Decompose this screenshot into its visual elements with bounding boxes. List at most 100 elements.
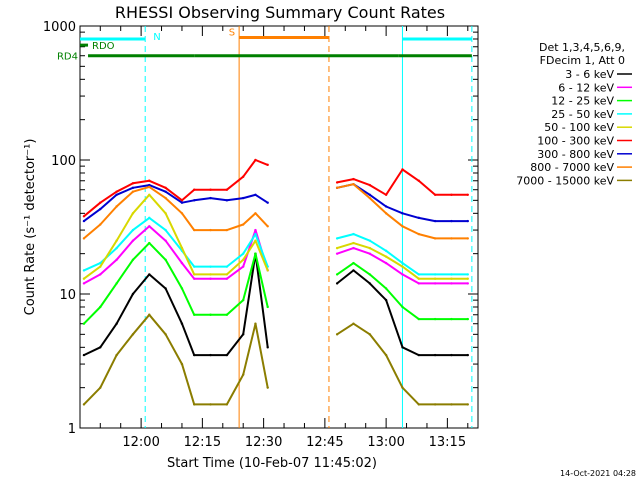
series-point	[242, 252, 245, 255]
series-point	[193, 265, 196, 268]
series-point	[384, 261, 388, 265]
series-point	[82, 282, 86, 285]
series-point	[450, 277, 453, 280]
series-point	[254, 193, 257, 196]
series-point	[433, 237, 437, 240]
series-point	[466, 277, 469, 280]
series-point	[368, 246, 371, 250]
series-point	[148, 216, 151, 220]
series-point	[193, 403, 196, 406]
series-point	[131, 186, 135, 190]
series-point	[417, 273, 420, 276]
series-point	[209, 313, 212, 316]
series-point	[242, 333, 245, 336]
series-point	[225, 353, 229, 357]
series-point	[335, 237, 339, 240]
series-point	[99, 223, 102, 226]
series-point	[242, 298, 245, 302]
series-point	[225, 277, 229, 280]
series-point	[266, 386, 269, 389]
series-point	[335, 181, 339, 184]
series-point	[180, 322, 184, 325]
series-point	[148, 183, 151, 187]
series-point	[148, 313, 151, 316]
series-point	[193, 273, 196, 276]
series-point	[148, 185, 151, 189]
series-point	[193, 228, 196, 232]
series-point	[209, 265, 212, 268]
series-point	[352, 241, 355, 245]
series-point	[82, 269, 86, 272]
series-point	[368, 239, 371, 242]
series-point	[131, 228, 135, 232]
series-point	[242, 175, 245, 178]
series-point	[99, 261, 102, 265]
series-point	[180, 201, 184, 204]
legend-label: 50 - 100 keV	[544, 121, 614, 134]
x-axis-label: Start Time (10-Feb-07 11:45:02)	[167, 456, 377, 471]
series-point	[115, 239, 118, 242]
series-point	[225, 265, 229, 268]
series-point	[164, 212, 167, 215]
series-point	[180, 287, 184, 290]
series-point	[180, 212, 184, 215]
state-label-rd4: RD4	[57, 52, 78, 63]
series-point	[352, 182, 355, 186]
series-point	[433, 193, 437, 196]
series-point	[368, 333, 371, 336]
series-point	[433, 317, 437, 321]
series-point	[148, 193, 151, 196]
series-point	[164, 196, 167, 200]
series-point	[225, 228, 229, 232]
series-point	[335, 333, 339, 336]
series-point	[335, 252, 339, 255]
series-point	[384, 287, 388, 290]
series-point	[466, 317, 469, 321]
series-point	[131, 212, 135, 215]
series-point	[417, 282, 420, 285]
series-point	[115, 190, 118, 193]
legend-label: 800 - 7000 keV	[530, 161, 614, 174]
series-point	[131, 239, 135, 242]
series-point	[450, 219, 453, 223]
series-point	[368, 273, 371, 276]
series-point	[225, 188, 229, 191]
series-point	[335, 273, 339, 276]
series-point	[209, 403, 212, 406]
series-point	[148, 225, 151, 228]
series-point	[148, 179, 151, 182]
series-point	[352, 322, 355, 325]
series-point	[266, 225, 269, 228]
series-point	[417, 403, 420, 406]
series-line	[83, 313, 269, 406]
series-point	[180, 246, 184, 250]
series-point	[450, 273, 453, 276]
plot-frame	[79, 25, 479, 429]
series-point	[225, 403, 229, 406]
series-point	[180, 261, 184, 265]
series-point	[384, 298, 388, 302]
series-point	[384, 193, 388, 196]
series-point	[417, 232, 420, 236]
x-tick-label: 12:15	[184, 435, 221, 450]
series-point	[225, 313, 229, 316]
series-point	[209, 353, 212, 357]
series-point	[450, 353, 453, 357]
series-point	[352, 232, 355, 236]
x-tick-label: 12:30	[245, 435, 282, 450]
series-point	[254, 322, 257, 325]
series-point	[254, 228, 257, 232]
series-point	[242, 373, 245, 376]
series-point	[209, 196, 212, 200]
state-label-s: S	[229, 28, 235, 39]
series-point	[368, 183, 371, 187]
series-point	[82, 353, 86, 357]
series-point	[254, 232, 257, 236]
legend-label: 12 - 25 keV	[551, 95, 614, 108]
series-point	[450, 403, 453, 406]
series-point	[401, 261, 404, 265]
series-point	[466, 193, 469, 196]
series-point	[82, 403, 86, 406]
legend-header-line2: FDecim 1, Att 0	[540, 54, 625, 67]
series-point	[242, 196, 245, 200]
